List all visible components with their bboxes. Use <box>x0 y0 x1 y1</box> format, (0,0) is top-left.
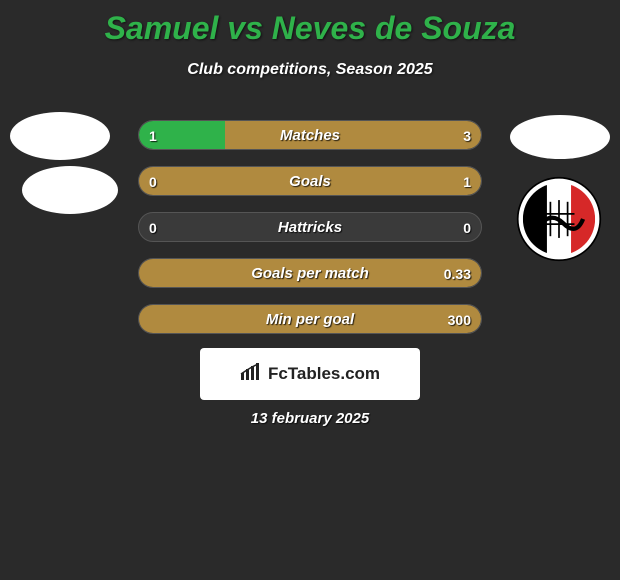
stat-label: Goals per match <box>139 259 481 288</box>
subtitle: Club competitions, Season 2025 <box>0 61 620 79</box>
stat-value-right: 0.33 <box>444 259 471 288</box>
stat-bar-track: 0 Hattricks 0 <box>138 212 482 242</box>
stat-row: 0 Goals 1 <box>0 166 620 196</box>
stat-bar-track: 0 Goals 1 <box>138 166 482 196</box>
footer-date: 13 february 2025 <box>0 410 620 427</box>
footer-brand-text: FcTables.com <box>268 364 380 384</box>
stat-bar-track: 1 Matches 3 <box>138 120 482 150</box>
stat-row: Min per goal 300 <box>0 304 620 334</box>
stat-label: Goals <box>139 167 481 196</box>
stat-label: Matches <box>139 121 481 150</box>
stat-value-right: 3 <box>463 121 471 150</box>
stat-label: Hattricks <box>139 213 481 242</box>
page-title: Samuel vs Neves de Souza <box>0 0 620 47</box>
stat-bar-track: Min per goal 300 <box>138 304 482 334</box>
chart-icon <box>240 363 262 386</box>
stats-area: 1 Matches 3 0 Goals 1 0 Hattricks 0 Goal… <box>0 120 620 350</box>
stat-value-right: 0 <box>463 213 471 242</box>
stat-row: Goals per match 0.33 <box>0 258 620 288</box>
stat-row: 1 Matches 3 <box>0 120 620 150</box>
stat-value-right: 300 <box>448 305 471 334</box>
stat-row: 0 Hattricks 0 <box>0 212 620 242</box>
stat-value-right: 1 <box>463 167 471 196</box>
stat-bar-track: Goals per match 0.33 <box>138 258 482 288</box>
footer-brand: FcTables.com <box>200 348 420 400</box>
stat-label: Min per goal <box>139 305 481 334</box>
